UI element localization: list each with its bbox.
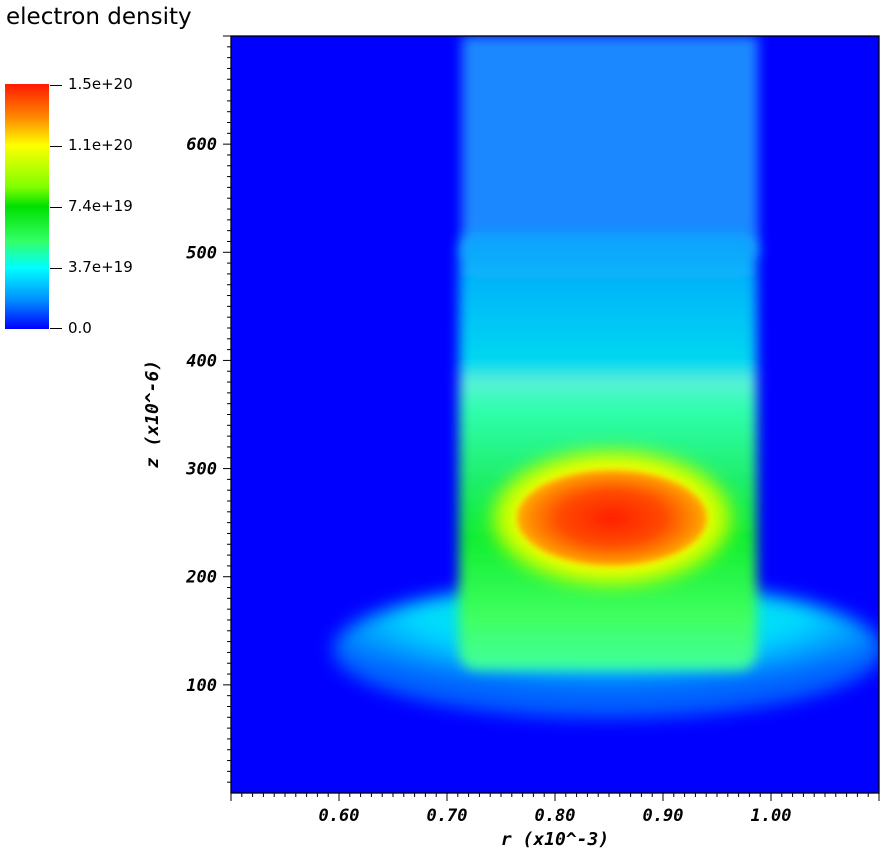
colorbar-tick (50, 207, 62, 208)
colorbar-tick (50, 328, 62, 329)
chart-title: electron density (6, 4, 192, 30)
y-tick-label: 600 (186, 135, 217, 155)
y-tick-label: 400 (186, 351, 217, 371)
x-axis-label: r (x10^-3) (501, 829, 609, 850)
x-tick-label: 0.80 (535, 806, 576, 826)
x-tick-label: 0.70 (427, 806, 468, 826)
y-tick-label: 500 (186, 243, 217, 263)
colorbar-label: 7.4e+19 (68, 197, 133, 215)
y-axis-label: z (x10^-6) (142, 360, 163, 468)
x-tick-label: 1.00 (751, 806, 792, 826)
y-tick-label: 100 (186, 676, 217, 696)
y-tick-label: 300 (185, 460, 217, 480)
x-tick-label: 0.90 (643, 806, 684, 826)
colorbar-tick (50, 85, 62, 86)
upper-column-region (462, 36, 758, 256)
y-axis: 100 200 300 400 500 600 (185, 35, 231, 783)
colorbar-tick (50, 146, 62, 147)
y-tick-label: 200 (185, 568, 217, 588)
colorbar-tick (50, 268, 62, 269)
colorbar-label: 3.7e+19 (68, 258, 133, 276)
colorbar-label-max: 1.5e+20 (68, 75, 133, 93)
colorbar-label-min: 0.0 (68, 319, 92, 337)
x-axis: 0.60 0.70 0.80 0.90 1.00 (230, 793, 880, 826)
colorbar-label: 1.1e+20 (68, 136, 133, 154)
x-tick-label: 0.60 (319, 806, 360, 826)
colorbar (5, 84, 49, 329)
hot-core-region (517, 470, 707, 566)
